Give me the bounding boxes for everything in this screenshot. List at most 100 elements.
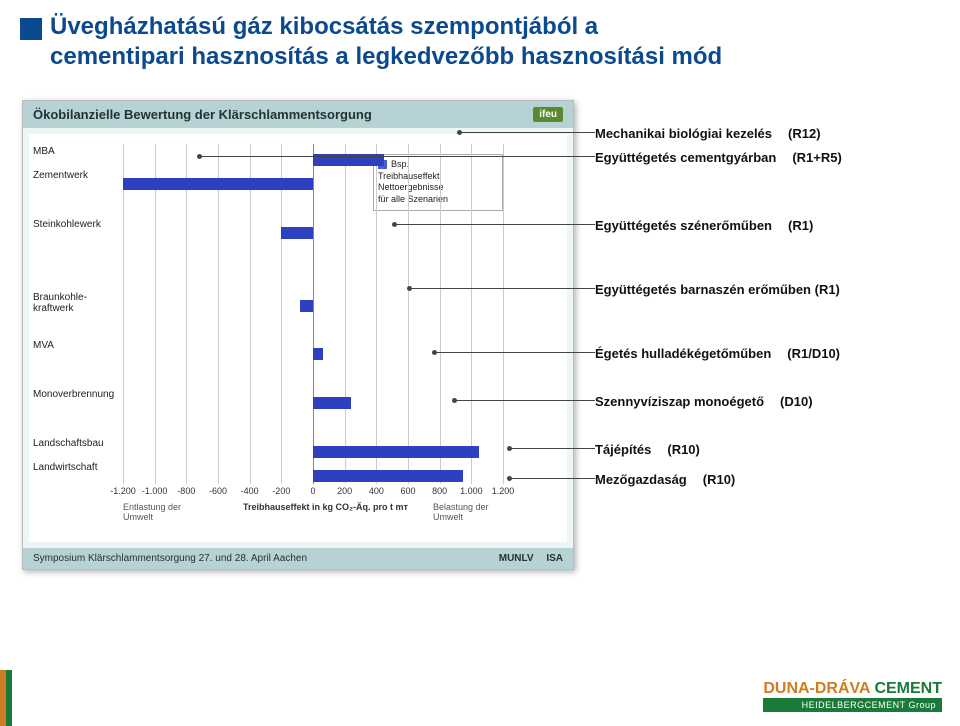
- x-caption-left: Entlastung der Umwelt: [123, 502, 181, 522]
- gridline: [313, 144, 314, 484]
- x-tick: 200: [330, 486, 360, 496]
- x-caption-right: Belastung der Umwelt: [433, 502, 489, 522]
- gridline: [408, 144, 409, 484]
- category-label: Zementwerk: [33, 170, 119, 181]
- annotation-code: (D10): [780, 394, 813, 409]
- category-label: Landschaftsbau: [33, 438, 119, 449]
- gridline: [250, 144, 251, 484]
- title-bullet: [20, 18, 42, 40]
- annotation: Együttégetés szénerőműben (R1): [595, 218, 813, 233]
- bar: [313, 397, 351, 409]
- connector-line: [510, 478, 595, 479]
- gridline: [186, 144, 187, 484]
- x-tick: 800: [425, 486, 455, 496]
- category-label: MBA: [33, 146, 119, 157]
- gridline: [376, 144, 377, 484]
- bar: [300, 300, 313, 312]
- category-label: Steinkohlewerk: [33, 219, 119, 230]
- connector-line: [435, 352, 595, 353]
- bar: [313, 348, 323, 360]
- connector-line: [410, 288, 595, 289]
- x-caption-mid: Treibhauseffekt in kg CO₂-Äq. pro t mᴛ: [243, 502, 408, 512]
- bar: [313, 446, 479, 458]
- x-tick: -200: [266, 486, 296, 496]
- logo-tagline: HEIDELBERGCEMENT Group: [763, 698, 942, 712]
- x-tick: 0: [298, 486, 328, 496]
- brand-logo: DUNA-DRÁVA CEMENT HEIDELBERGCEMENT Group: [763, 680, 942, 712]
- annotation-text: Tájépítés: [595, 442, 651, 457]
- bar-chart: Bsp. Treibhauseffekt Nettoergebnisse für…: [33, 140, 563, 540]
- annotation: Égetés hulladékégetőműben (R1/D10): [595, 346, 840, 361]
- annotation: Mezőgazdaság (R10): [595, 472, 735, 487]
- annotation-code: (R1/D10): [787, 346, 840, 361]
- x-tick: -1.000: [140, 486, 170, 496]
- callout-l1: Bsp.: [391, 159, 409, 169]
- chart-callout: Bsp. Treibhauseffekt Nettoergebnisse für…: [373, 154, 503, 211]
- annotation: Mechanikai biológiai kezelés (R12): [595, 126, 821, 141]
- annotation-code: (R12): [788, 126, 821, 141]
- gridline: [218, 144, 219, 484]
- connector-line: [200, 156, 595, 157]
- footer-isa: ISA: [546, 553, 563, 564]
- ifeu-logo: ifeu: [533, 107, 563, 122]
- category-label: Monoverbrennung: [33, 389, 119, 400]
- embedded-slide: Ökobilanzielle Bewertung der Klärschlamm…: [22, 100, 574, 570]
- page: Üvegházhatású gáz kibocsátás szempontjáb…: [0, 0, 960, 726]
- connector-line: [455, 400, 595, 401]
- slide-footer: Symposium Klärschlammentsorgung 27. und …: [23, 548, 573, 569]
- slide-header-text: Ökobilanzielle Bewertung der Klärschlamm…: [33, 107, 372, 122]
- x-tick: 400: [361, 486, 391, 496]
- gridline: [440, 144, 441, 484]
- gridline: [345, 144, 346, 484]
- callout-l3: Nettoergebnisse: [378, 182, 498, 194]
- connector-line: [460, 132, 595, 133]
- category-label: MVA: [33, 340, 119, 351]
- gridline: [503, 144, 504, 484]
- x-tick: -800: [171, 486, 201, 496]
- annotation-text: Égetés hulladékégetőműben: [595, 346, 771, 361]
- gridline: [471, 144, 472, 484]
- category-label: Landwirtschaft: [33, 462, 119, 473]
- x-tick: 1.200: [488, 486, 518, 496]
- annotation-text: Együttégetés szénerőműben: [595, 218, 772, 233]
- logo-line1: DUNA-DRÁVA CEMENT: [763, 680, 942, 698]
- footer-left: Symposium Klärschlammentsorgung 27. und …: [33, 553, 307, 564]
- gridline: [281, 144, 282, 484]
- annotation-text: Mezőgazdaság: [595, 472, 687, 487]
- gridline: [123, 144, 124, 484]
- annotation-text: Szennyvíziszap monoégető: [595, 394, 764, 409]
- page-title: Üvegházhatású gáz kibocsátás szempontjáb…: [50, 12, 722, 72]
- x-tick: 1.000: [456, 486, 486, 496]
- category-label: Braunkohle- kraftwerk: [33, 292, 119, 314]
- x-tick: -400: [235, 486, 265, 496]
- annotation: Szennyvíziszap monoégető (D10): [595, 394, 813, 409]
- logo-part1: DUNA-DRÁVA: [763, 680, 874, 697]
- footer-munlv: MUNLV: [499, 553, 534, 564]
- annotation-code: (R1): [788, 218, 813, 233]
- annotation-text: Együttégetés barnaszén erőműben (R1): [595, 282, 840, 297]
- callout-l4: für alle Szenarien: [378, 194, 498, 206]
- bar: [281, 227, 313, 239]
- x-tick: -600: [203, 486, 233, 496]
- logo-part2: CEMENT: [874, 680, 942, 697]
- bar: [313, 470, 463, 482]
- gridline: [155, 144, 156, 484]
- annotation: Tájépítés (R10): [595, 442, 700, 457]
- x-tick: -1.200: [108, 486, 138, 496]
- title-line1: Üvegházhatású gáz kibocsátás szempontjáb…: [50, 13, 598, 40]
- accent-green: [6, 670, 12, 726]
- x-tick: 600: [393, 486, 423, 496]
- annotation-text: Mechanikai biológiai kezelés: [595, 126, 772, 141]
- annotation-code: (R10): [667, 442, 700, 457]
- annotation-code: (R1+R5): [792, 150, 842, 165]
- annotation: Együttégetés barnaszén erőműben (R1): [595, 282, 840, 297]
- annotation-code: (R10): [703, 472, 736, 487]
- connector-line: [395, 224, 595, 225]
- connector-line: [510, 448, 595, 449]
- title-line2: cementipari hasznosítás a legkedvezőbb h…: [50, 43, 722, 70]
- plot-area: Bsp. Treibhauseffekt Nettoergebnisse für…: [123, 144, 503, 484]
- callout-l2: Treibhauseffekt: [378, 171, 498, 183]
- chart-container: Bsp. Treibhauseffekt Nettoergebnisse für…: [29, 134, 567, 542]
- slide-header: Ökobilanzielle Bewertung der Klärschlamm…: [23, 101, 573, 128]
- annotation-text: Együttégetés cementgyárban: [595, 150, 776, 165]
